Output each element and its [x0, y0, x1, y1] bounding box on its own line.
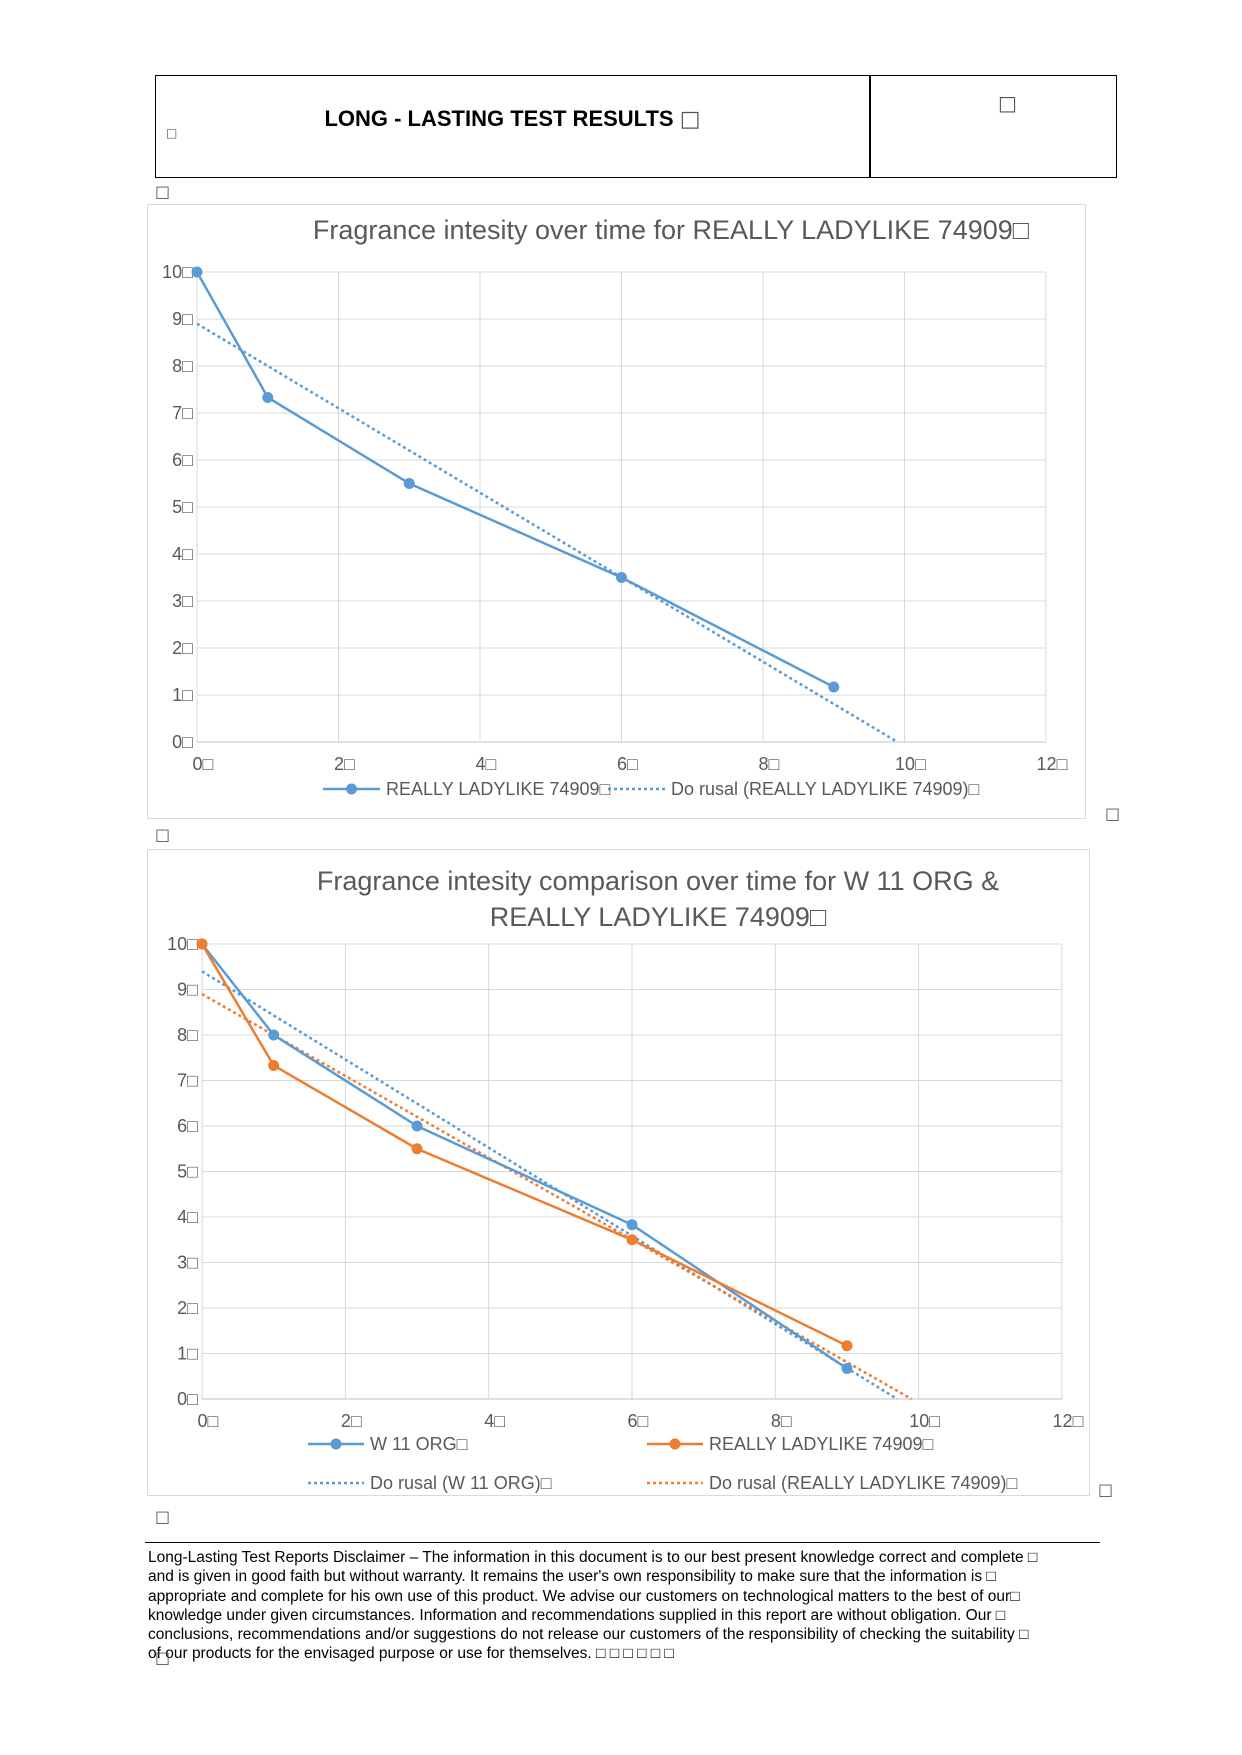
y-tick-label: 4□ [172, 544, 193, 564]
x-tick-label: 4□ [484, 1411, 505, 1431]
paragraph-mark: □ [998, 91, 1017, 115]
page-title: LONG - LASTING TEST RESULTS □ [324, 106, 701, 132]
data-point [268, 1029, 280, 1041]
paragraph-mark: □ [155, 825, 171, 844]
data-point [268, 1059, 280, 1071]
y-tick-label: 10□ [162, 262, 193, 282]
y-tick-label: 2□ [172, 638, 193, 658]
header-table: LONG - LASTING TEST RESULTS □ □ □ [155, 75, 1117, 178]
y-tick-label: 7□ [177, 1071, 198, 1091]
legend-label: Do rusal (REALLY LADYLIKE 74909)□ [671, 779, 979, 799]
data-point [616, 572, 627, 583]
y-tick-label: 0□ [172, 732, 193, 752]
data-point [262, 391, 274, 403]
x-tick-label: 6□ [628, 1411, 649, 1431]
y-tick-label: 7□ [172, 403, 193, 423]
y-tick-label: 10□ [167, 934, 198, 954]
y-tick-label: 4□ [177, 1207, 198, 1227]
chart-2-svg: Fragrance intesity comparison over time … [167, 866, 1084, 1493]
y-tick-label: 9□ [172, 309, 193, 329]
x-tick-label: 8□ [759, 754, 780, 774]
data-point [411, 1143, 423, 1155]
series-line [200, 943, 848, 1347]
series-line [201, 943, 848, 1370]
chart-intensity-really-ladylike: Fragrance intesity over time for REALLY … [147, 204, 1086, 819]
chart-1-svg: Fragrance intesity over time for REALLY … [162, 215, 1068, 799]
x-tick-label: 6□ [617, 754, 638, 774]
disclaimer-text: Long-Lasting Test Reports Disclaimer – T… [148, 1549, 1038, 1663]
trendline-series [201, 970, 898, 1401]
x-tick-label: 2□ [334, 754, 355, 774]
data-point [191, 266, 203, 278]
x-tick-label: 0□ [198, 1411, 219, 1431]
y-tick-label: 6□ [172, 450, 193, 470]
y-tick-label: 5□ [172, 497, 193, 517]
trendline-series [201, 993, 913, 1401]
legend-marker [346, 783, 357, 795]
x-tick-label: 10□ [909, 1411, 940, 1431]
x-tick-label: 8□ [771, 1411, 792, 1431]
paragraph-mark: □ [155, 1648, 171, 1667]
paragraph-mark: □ [166, 126, 178, 140]
y-tick-label: 0□ [177, 1389, 198, 1409]
y-tick-label: 2□ [177, 1298, 198, 1318]
y-tick-label: 8□ [172, 356, 193, 376]
data-point [411, 1120, 423, 1132]
paragraph-mark: □ [155, 1507, 171, 1526]
x-tick-label: 2□ [341, 1411, 362, 1431]
data-point [196, 938, 208, 950]
x-tick-label: 4□ [476, 754, 497, 774]
data-point [626, 1219, 638, 1231]
paragraph-mark: □ [155, 182, 171, 201]
y-tick-label: 1□ [177, 1344, 198, 1364]
paragraph-mark: □ [1098, 1480, 1114, 1499]
paragraph-mark: □ [1105, 804, 1121, 823]
x-tick-label: 12□ [1053, 1411, 1084, 1431]
header-divider [869, 76, 871, 177]
data-point [841, 1363, 853, 1375]
legend-marker [669, 1438, 681, 1450]
x-tick-label: 0□ [193, 754, 214, 774]
x-tick-label: 10□ [895, 754, 926, 774]
footer-rule [145, 1542, 1100, 1543]
chart-title: Fragrance intesity over time for REALLY … [313, 215, 1030, 245]
y-tick-label: 5□ [177, 1162, 198, 1182]
legend-label: Do rusal (W 11 ORG)□ [370, 1473, 552, 1493]
x-tick-label: 12□ [1037, 754, 1068, 774]
chart-title: Fragrance intesity comparison over time … [317, 866, 999, 896]
y-tick-label: 1□ [172, 685, 193, 705]
legend-label: W 11 ORG□ [370, 1434, 468, 1454]
y-tick-label: 3□ [177, 1253, 198, 1273]
series-line [195, 271, 835, 689]
y-tick-label: 9□ [177, 980, 198, 1000]
legend-label: REALLY LADYLIKE 74909□ [386, 779, 610, 799]
y-tick-label: 3□ [172, 591, 193, 611]
y-tick-label: 8□ [177, 1025, 198, 1045]
y-tick-label: 6□ [177, 1116, 198, 1136]
trendline-series [196, 322, 899, 744]
legend-label: REALLY LADYLIKE 74909□ [709, 1434, 933, 1454]
legend-marker [330, 1438, 342, 1450]
chart-title: REALLY LADYLIKE 74909□ [490, 902, 827, 932]
legend-label: Do rusal (REALLY LADYLIKE 74909)□ [709, 1473, 1017, 1493]
data-point [626, 1234, 638, 1246]
data-point [828, 681, 840, 693]
chart-intensity-comparison: Fragrance intesity comparison over time … [147, 849, 1090, 1496]
data-point [403, 478, 415, 489]
data-point [841, 1340, 853, 1352]
